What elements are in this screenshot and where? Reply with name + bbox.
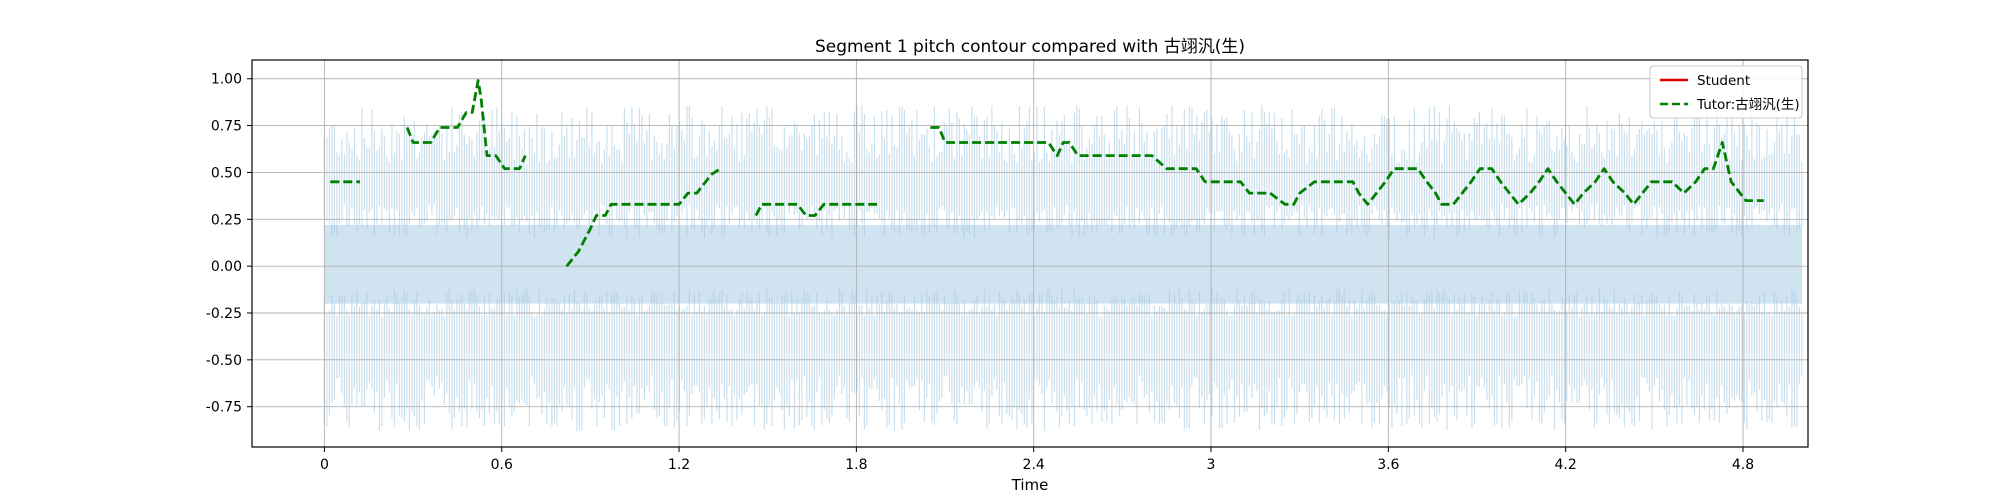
grid-layer xyxy=(252,60,1808,447)
x-tick-label: 4.2 xyxy=(1555,457,1577,473)
legend: Student Tutor:古翊汎(生) xyxy=(1649,65,1803,119)
y-tick-label: 0.25 xyxy=(211,212,242,228)
x-tick-label: 0 xyxy=(320,457,329,473)
tutor-pitch-line xyxy=(565,167,722,268)
legend-label-student: Student xyxy=(1697,73,1750,89)
y-axis-ticks: 1.00 0.75 0.50 0.25 0.00 -0.25 -0.50 -0.75 xyxy=(206,72,252,416)
x-tick-label: 4.8 xyxy=(1732,457,1754,473)
y-tick-label: -0.75 xyxy=(206,400,242,416)
x-tick-label: 0.6 xyxy=(491,457,513,473)
waveform-layer xyxy=(323,105,1803,432)
y-tick-label: -0.25 xyxy=(206,306,242,322)
x-tick-label: 2.4 xyxy=(1023,457,1045,473)
waveform-core xyxy=(324,224,1803,304)
y-tick-label: 0.00 xyxy=(211,259,242,275)
x-axis-title: Time xyxy=(1011,476,1049,494)
y-tick-label: 0.75 xyxy=(211,119,242,135)
tutor-pitch-line xyxy=(754,202,878,217)
x-tick-label: 1.8 xyxy=(845,457,867,473)
y-tick-label: 0.50 xyxy=(211,165,242,181)
x-tick-label: 3 xyxy=(1207,457,1216,473)
tutor-pitch-line xyxy=(930,126,1764,206)
x-tick-label: 3.6 xyxy=(1377,457,1399,473)
waveform-upper xyxy=(323,105,1803,238)
legend-label-tutor: Tutor:古翊汎(生) xyxy=(1696,97,1800,113)
tutor-pitch-line xyxy=(405,79,527,171)
x-tick-label: 1.2 xyxy=(668,457,690,473)
y-tick-label: -0.50 xyxy=(206,353,242,369)
series-layer xyxy=(330,79,1764,268)
x-axis-ticks: 0 0.6 1.2 1.8 2.4 3 3.6 4.2 4.8 xyxy=(320,447,1754,473)
plot-frame xyxy=(251,59,1809,448)
y-tick-label: 1.00 xyxy=(211,72,242,88)
chart-title: Segment 1 pitch contour compared with 古翊… xyxy=(815,37,1245,57)
